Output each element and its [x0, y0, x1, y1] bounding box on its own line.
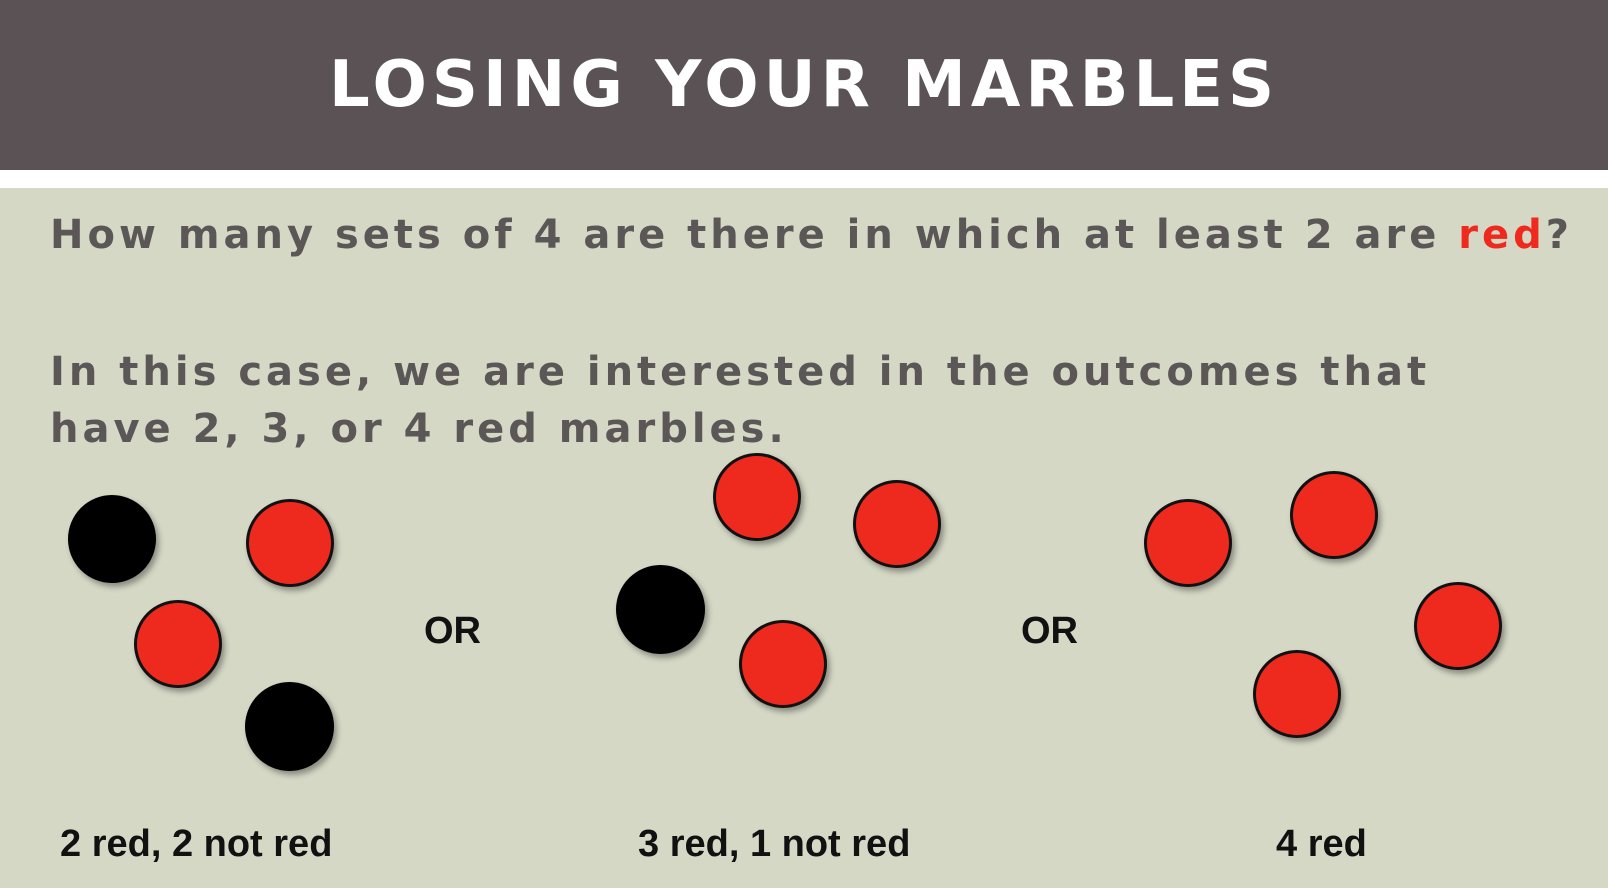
- red-marble: [1253, 650, 1341, 738]
- red-marble: [134, 600, 222, 688]
- explanation-text: In this case, we are interested in the o…: [50, 349, 1431, 452]
- red-marble: [739, 620, 827, 708]
- red-marble: [1144, 499, 1232, 587]
- question-part-1: How many sets of 4 are there in which at…: [50, 212, 1459, 258]
- black-marble: [616, 565, 705, 654]
- slide-title: LOSING YOUR MARBLES: [328, 48, 1280, 122]
- caption-group-1: 2 red, 2 not red: [60, 823, 333, 865]
- red-marble: [1290, 471, 1378, 559]
- title-bar: LOSING YOUR MARBLES: [0, 0, 1608, 170]
- question-text: How many sets of 4 are there in which at…: [50, 212, 1573, 258]
- or-separator-2: OR: [1021, 610, 1078, 652]
- title-divider: [0, 170, 1608, 188]
- caption-group-2: 3 red, 1 not red: [638, 823, 911, 865]
- black-marble: [245, 682, 334, 771]
- caption-group-3: 4 red: [1276, 823, 1367, 865]
- or-separator-1: OR: [424, 610, 481, 652]
- question-part-2: ?: [1545, 212, 1573, 258]
- red-marble: [713, 453, 801, 541]
- black-marble: [68, 495, 156, 583]
- red-marble: [853, 480, 941, 568]
- question-red-word: red: [1458, 212, 1546, 258]
- red-marble: [1414, 582, 1502, 670]
- red-marble: [246, 499, 334, 587]
